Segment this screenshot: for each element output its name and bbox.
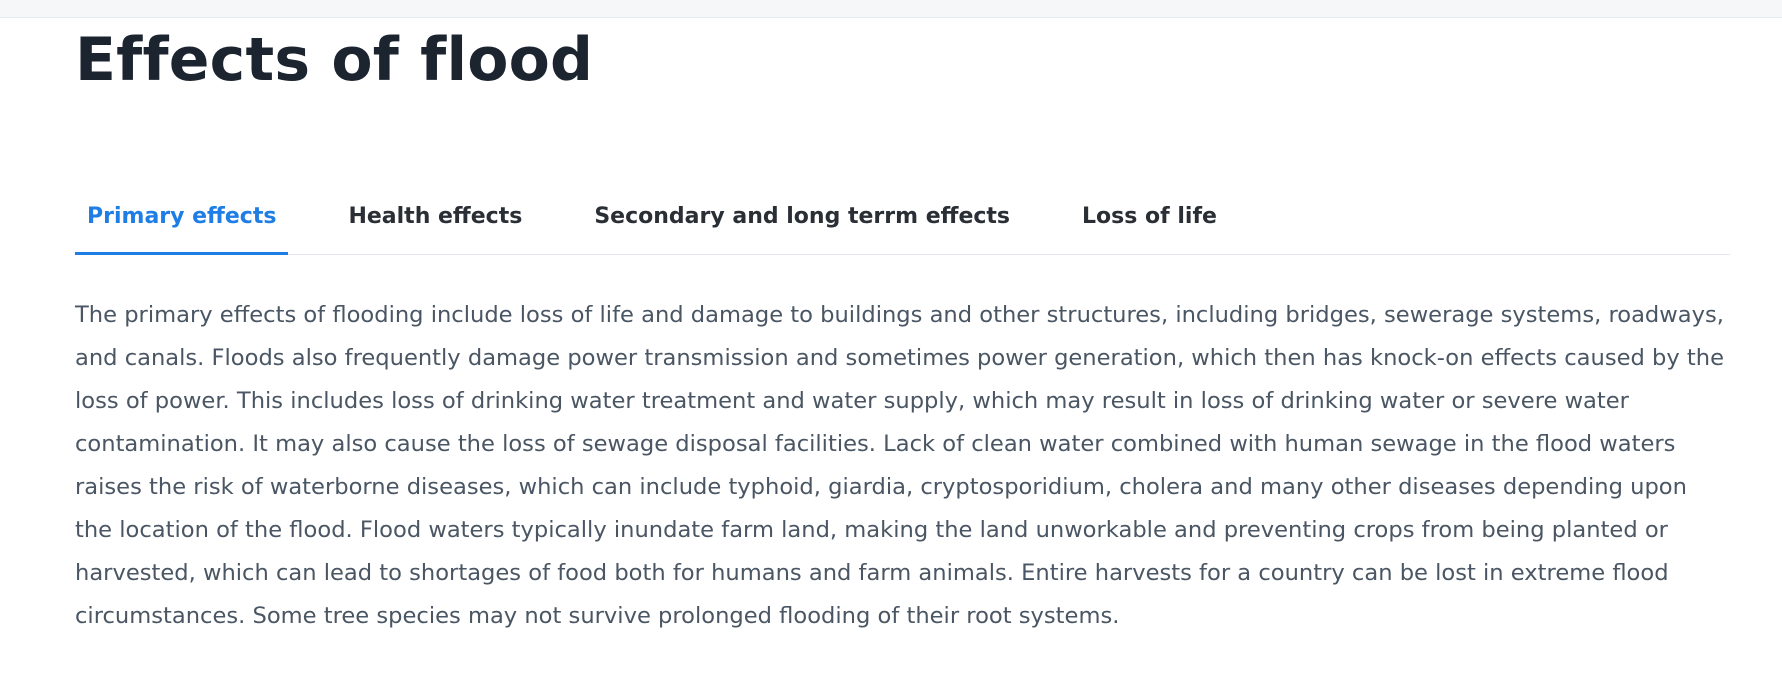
tab-secondary-long-term-effects[interactable]: Secondary and long terrm effects bbox=[594, 203, 1011, 229]
page-title: Effects of flood bbox=[75, 25, 594, 95]
top-strip bbox=[0, 0, 1782, 18]
tab-panel-primary-effects: The primary effects of flooding include … bbox=[75, 294, 1730, 638]
panel-paragraph: The primary effects of flooding include … bbox=[75, 302, 1724, 629]
tab-health-effects[interactable]: Health effects bbox=[348, 203, 523, 229]
effects-tabs: Primary effects Health effects Secondary… bbox=[75, 178, 1730, 255]
tab-loss-of-life[interactable]: Loss of life bbox=[1082, 203, 1217, 229]
tab-primary-effects[interactable]: Primary effects bbox=[75, 178, 289, 255]
